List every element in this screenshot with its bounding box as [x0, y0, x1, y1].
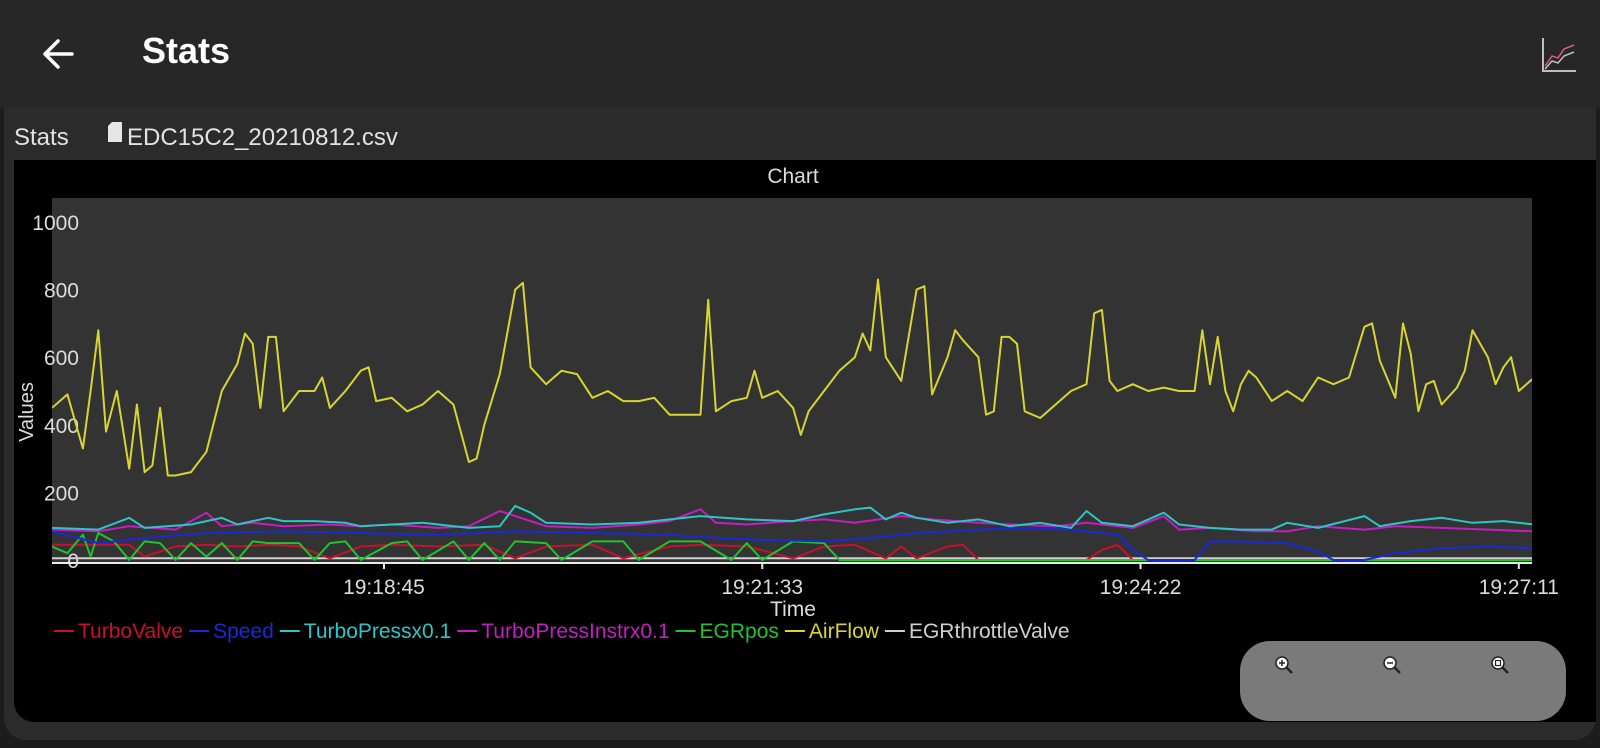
y-tick-label: 200: [44, 482, 79, 505]
zoom-in-icon[interactable]: [1274, 655, 1294, 675]
y-tick-label: 400: [44, 415, 79, 438]
sd-card-icon: [108, 122, 122, 142]
breadcrumb-section: Stats: [14, 124, 69, 151]
chart-title: Chart: [767, 165, 819, 188]
zoom-out-icon[interactable]: [1382, 655, 1402, 675]
app-bar: Stats: [0, 0, 1600, 108]
arrow-left-icon[interactable]: [38, 34, 78, 74]
legend-label: AirFlow: [809, 620, 880, 643]
zoom-reset-icon[interactable]: [1490, 655, 1510, 675]
legend-label: TurboPressx0.1: [304, 620, 451, 643]
y-tick-label: 800: [44, 280, 79, 303]
y-tick-label: 1000: [32, 212, 79, 235]
legend-label: Speed: [213, 620, 274, 643]
series-line-egrpos: [52, 532, 1532, 561]
zoom-controls: [1240, 641, 1566, 721]
series-line-turbopressx0-1: [52, 504, 1532, 531]
series-line-speed: [52, 526, 1532, 561]
breadcrumb-file-name: EDC15C2_20210812.csv: [127, 124, 398, 151]
x-axis-label: Time: [770, 598, 816, 621]
line-chart-icon[interactable]: [1540, 36, 1578, 74]
x-tick-label: 19:24:22: [1100, 576, 1182, 599]
y-tick-label: 600: [44, 347, 79, 370]
x-tick-label: 19:27:11: [1479, 576, 1559, 599]
legend-label: EGRthrottleValve: [909, 620, 1070, 643]
stats-content: Stats EDC15C2_20210812.csv Chart 0 200 400…: [4, 108, 1596, 740]
chart-panel: Chart 0 200 400 600 800 1000 19:18:45 19:21:33…: [14, 160, 1596, 722]
page-title: Stats: [142, 30, 231, 71]
y-tick-label: 0: [67, 550, 79, 573]
y-axis-label: Values: [16, 382, 38, 442]
plot-area: [52, 198, 1532, 563]
x-tick-label: 19:21:33: [721, 576, 803, 599]
legend-label: TurboPressInstrx0.1: [481, 620, 669, 643]
series-line-airflow: [52, 278, 1532, 477]
x-tick-label: 19:18:45: [343, 576, 425, 599]
legend-label: EGRpos: [700, 620, 779, 643]
series-line-turbopressinstrx0-1: [52, 508, 1532, 533]
line-chart[interactable]: Chart 0 200 400 600 800 1000 19:18:45 19:21:33…: [14, 160, 1596, 722]
legend-label: TurboValve: [78, 620, 183, 643]
